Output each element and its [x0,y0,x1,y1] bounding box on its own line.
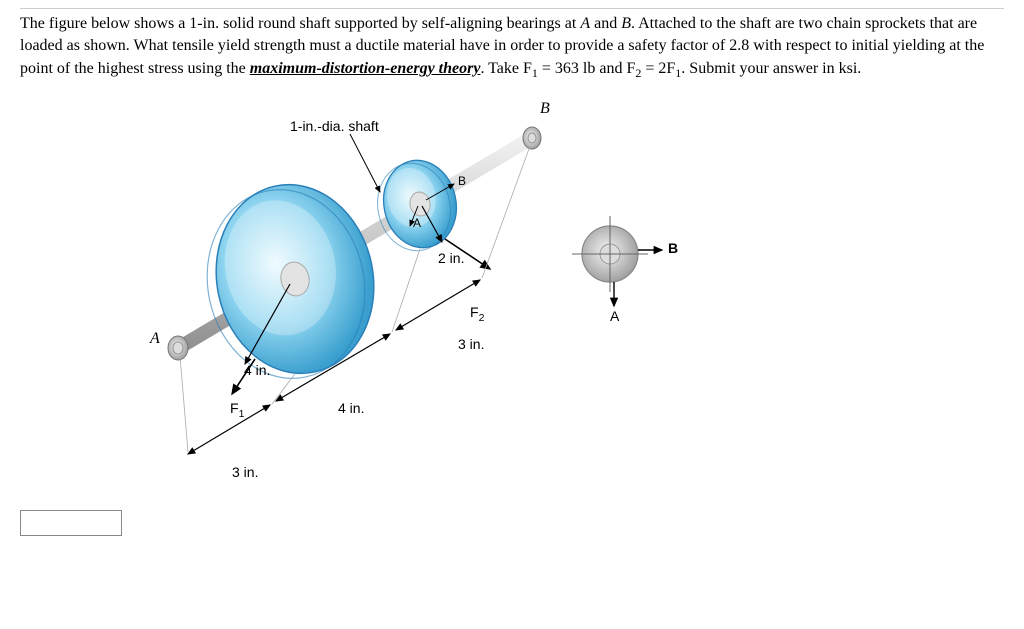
dim-2in: 2 in. [438,250,464,266]
text: The figure below shows a 1-in. solid rou… [20,15,580,32]
problem-statement: The figure below shows a 1-in. solid rou… [20,8,1004,82]
label-F2: F2 [470,304,484,324]
text: = 2F [641,60,675,77]
dim-3in-bottom: 3 in. [232,464,258,480]
label-F1: F1 [230,400,244,420]
label-B-small: B [458,174,466,188]
answer-box[interactable] [20,510,122,536]
var-B: B [621,15,631,32]
figure: 1-in.-dia. shaft B B A B A A 2 in. F2 3 … [120,94,760,494]
theory-name: maximum-distortion-energy theory [250,60,481,77]
shaft-dia-label: 1-in.-dia. shaft [290,118,379,134]
label-A-left: A [150,330,160,348]
text: . Submit [681,60,735,77]
shaft-diagram [120,94,760,494]
label-A-right: A [610,308,619,324]
dim-4in-left: 4 in. [244,362,270,378]
var-A: A [580,15,590,32]
text: = 363 lb and F [538,60,635,77]
text: . Attached to the shaft are two chain sp… [631,15,926,32]
label-B-right: B [668,240,678,256]
answer-input[interactable] [21,511,121,535]
dim-3in-right: 3 in. [458,336,484,352]
text: your answer in ksi. [740,60,862,77]
text: and [590,15,621,32]
label-B-top: B [540,100,550,118]
text: . Take F [480,60,531,77]
label-A-small: A [413,216,421,230]
dim-4in-bottom: 4 in. [338,400,364,416]
